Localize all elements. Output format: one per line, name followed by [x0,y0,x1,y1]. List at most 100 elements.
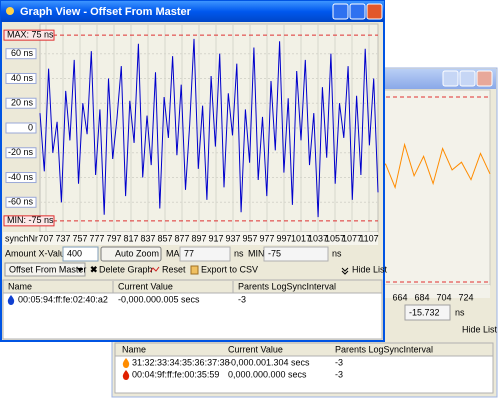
amount-input-text: 400 [67,248,82,258]
unit-label: ns [332,248,342,258]
x-tick-label: 757 [72,233,87,243]
y-tick-label: 20 ns [11,98,34,108]
reset-button: Reset [162,264,186,274]
drop-icon [122,358,130,368]
limit-label-box [3,29,55,41]
x-tick-label: 997 [276,233,291,243]
min-input [263,246,329,262]
column-header: Parents LogSyncInterval [335,344,433,354]
delete-icon: ✖ [90,264,98,274]
x-tick-label: 957 [242,233,257,243]
y-tick-label: -60 ns [8,197,34,207]
table-cell: -3 [238,294,246,304]
column-header: Current Value [228,344,283,354]
min-input-text: -15.732 [409,307,440,317]
window-max-button[interactable] [349,3,366,20]
x-tick-label: 737 [55,233,70,243]
y-tick-label: -20 ns [8,147,34,157]
table-cell: -3 [335,357,343,367]
unit-label: ns [455,307,465,317]
hide-list-button: Hide List [352,264,388,274]
max-label: MAX: [166,248,188,258]
table-cell: 31:32:33:34:35:36:37:38 [132,357,230,367]
delete-button: Delete Graph [99,264,153,274]
x-tick-label: 1017 [291,233,311,243]
table-cell: 00:04:9f:ff:fe:00:35:59 [132,369,219,379]
back-table-header [114,342,494,357]
max-input-text: 77 [184,248,194,258]
table-header [2,279,383,294]
x-tick-label: 777 [89,233,104,243]
drop-icon [122,370,130,380]
unit-label: ns [234,248,244,258]
x-tick-label: 797 [106,233,121,243]
table-cell: -0,000.001.304 secs [228,357,310,367]
combo-text: Offset From Master [9,264,86,274]
y-tick-label: 40 ns [11,73,34,83]
y-tick-box [5,72,37,84]
x-tick-label: 817 [123,233,138,243]
x-tick-label: 664 [392,292,407,302]
x-tick-label: 1057 [325,233,345,243]
export-icon [190,265,199,275]
column-header: Parents LogSyncInterval [238,281,336,291]
x-tick-label: 897 [191,233,206,243]
limit-label: MIN: -75 ns [7,215,54,225]
x-tick-label: 857 [157,233,172,243]
table-cell: -3 [335,369,343,379]
combo-arrow [77,268,83,272]
auto-zoom-button[interactable] [100,246,162,262]
reset-icon [149,266,160,273]
y-tick-box [5,147,37,159]
x-tick-label: 917 [208,233,223,243]
y-tick-box [5,97,37,109]
x-tick-label: 977 [259,233,274,243]
amount-label: Amount X-Values: [5,248,77,258]
amount-input[interactable] [62,246,99,262]
y-tick-label: 60 ns [11,48,34,58]
window-max-button[interactable] [459,70,476,87]
y-tick-box [5,122,37,134]
window-min-button[interactable] [332,3,349,20]
x-axis-band [3,232,378,245]
table-cell: 0,000.000.000 secs [228,369,307,379]
x-axis-label: synchNr [5,233,38,243]
hide-list-icon [341,267,349,275]
x-tick-label: 837 [140,233,155,243]
column-header: Name [122,344,146,354]
max-input [179,246,231,262]
x-tick-label: 724 [458,292,473,302]
window-close-button[interactable] [476,70,493,87]
window-min-button[interactable] [442,70,459,87]
x-tick-label: 1107 [359,233,378,243]
drop-icon [7,295,15,305]
combo[interactable] [4,262,86,277]
limit-label: MAX: 75 ns [7,30,54,40]
data-line [39,38,379,218]
y-tick-box [5,172,37,184]
x-tick-label: 684 [414,292,429,302]
min-input-text: -75 [268,248,281,258]
export-button: Export to CSV [201,264,258,274]
x-tick-label: 707 [38,233,53,243]
min-input [404,304,451,321]
x-tick-label: 1037 [308,233,328,243]
app-icon [6,7,14,15]
hide-list-button: Hide List [462,324,498,334]
x-tick-label: 1077 [342,233,362,243]
title-bar [1,1,384,22]
window-close-button[interactable] [366,3,383,20]
x-tick-label: 877 [174,233,189,243]
y-tick-box [5,48,37,60]
auto-zoom-label: Auto Zoom [115,248,159,258]
column-header: Current Value [118,281,173,291]
y-tick-box [5,196,37,208]
column-header: Name [8,281,32,291]
limit-label-box [3,215,55,227]
table-cell: -0,000.000.005 secs [118,294,200,304]
table-cell: 00:05:94:ff:fe:02:40:a2 [18,294,108,304]
y-tick-label: -40 ns [8,172,34,182]
x-tick-label: 937 [225,233,240,243]
